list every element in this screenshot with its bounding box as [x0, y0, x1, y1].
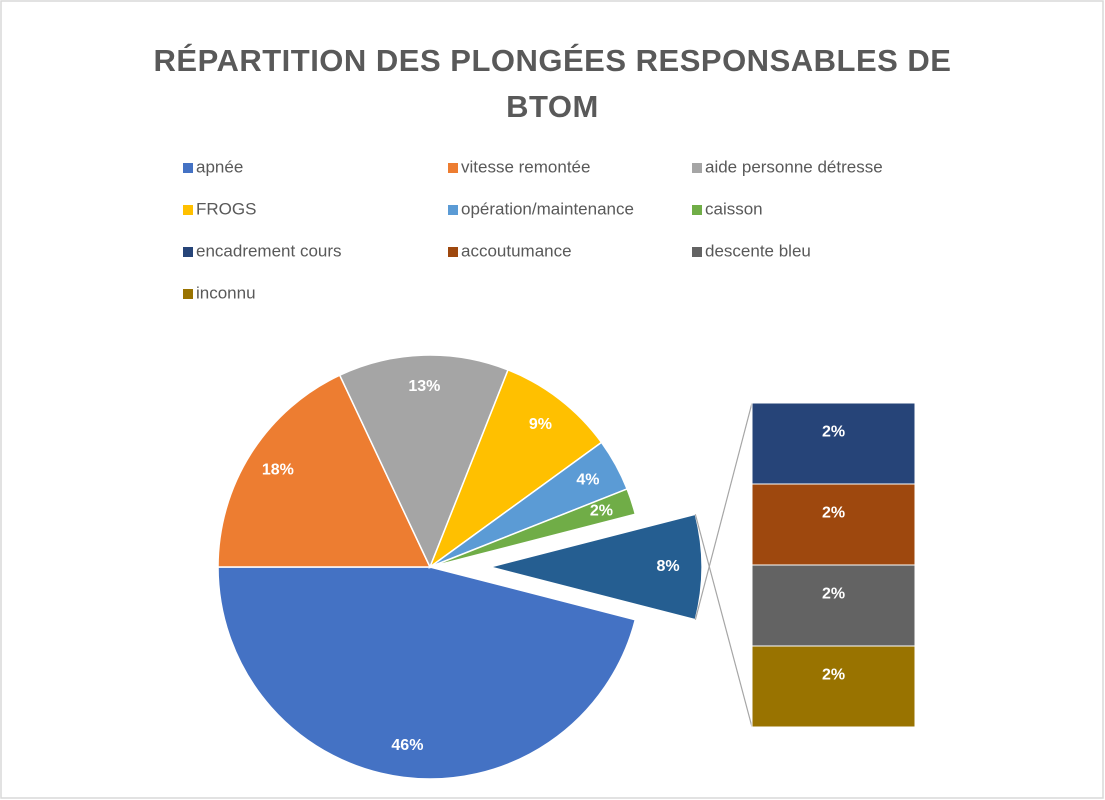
pie-slice [217, 374, 432, 568]
legend-swatch [183, 163, 193, 173]
data-label: 4% [576, 471, 599, 488]
bar-segment [751, 402, 916, 485]
data-label: 13% [408, 378, 440, 395]
legend-label: apnée [196, 157, 243, 176]
legend-swatch [183, 205, 193, 215]
legend-swatch [692, 163, 702, 173]
connector-line [694, 402, 753, 620]
legend-label: inconnu [196, 283, 256, 302]
bar-segment [751, 564, 916, 647]
legend-label: descente bleu [705, 241, 811, 260]
data-label: 9% [529, 416, 552, 433]
chart-title: RÉPARTITION DES PLONGÉES RESPONSABLES DE… [153, 43, 952, 124]
data-label: 46% [391, 737, 423, 754]
legend-label: opération/maintenance [461, 199, 634, 218]
legend-label: encadrement cours [196, 241, 342, 260]
legend-swatch [692, 205, 702, 215]
data-label: 2% [822, 504, 845, 521]
data-label: 8% [657, 558, 680, 575]
legend-label: vitesse remontée [461, 157, 590, 176]
legend-label: aide personne détresse [705, 157, 883, 176]
legend-label: caisson [705, 199, 763, 218]
bar-segment [751, 483, 916, 566]
data-label: 2% [822, 423, 845, 440]
legend-swatch [692, 247, 702, 257]
pie-slice [338, 354, 510, 569]
legend-swatch [448, 247, 458, 257]
legend-label: accoutumance [461, 241, 572, 260]
pie-slice [217, 566, 637, 780]
data-label: 2% [590, 503, 613, 520]
legend-label: FROGS [196, 199, 256, 218]
pie-slice [429, 487, 637, 568]
legend-swatch [183, 247, 193, 257]
data-label: 18% [262, 462, 294, 479]
bar-segment [751, 645, 916, 728]
legend-swatch [183, 289, 193, 299]
connector-line [694, 514, 753, 728]
pie-slice [428, 368, 603, 570]
legend-swatch [448, 205, 458, 215]
data-label: 2% [822, 666, 845, 683]
legend-swatch [448, 163, 458, 173]
data-label: 2% [822, 585, 845, 602]
